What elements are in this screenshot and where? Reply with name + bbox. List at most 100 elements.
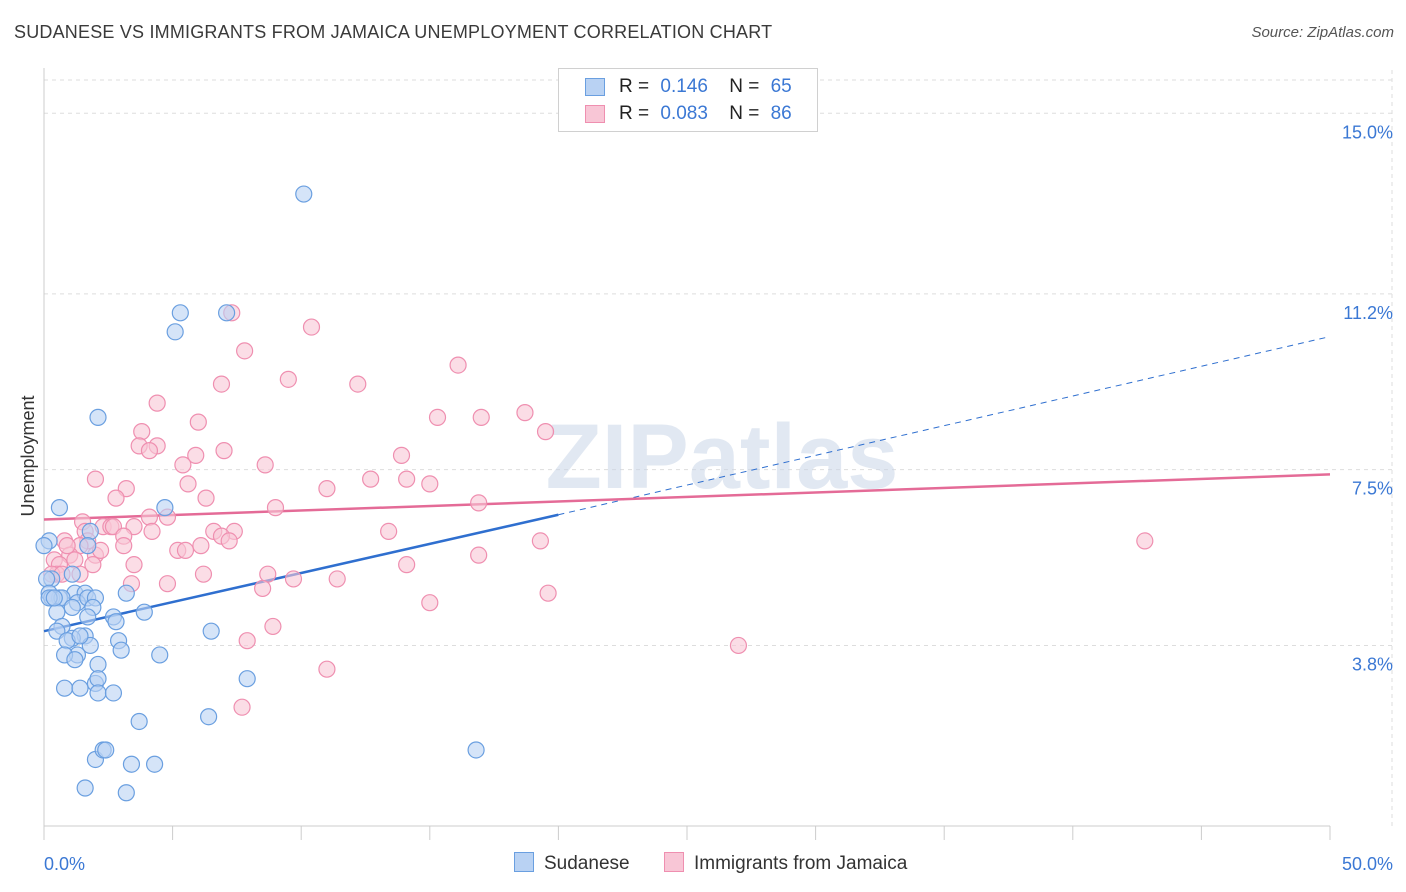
sudanese-point: [117, 584, 135, 602]
jamaica-point: [449, 356, 467, 374]
jamaica-point: [254, 579, 272, 598]
sudanese-point: [71, 627, 89, 645]
jamaica-point: [58, 537, 76, 555]
sudanese-point: [238, 670, 256, 688]
jamaica-point: [140, 442, 159, 460]
sudanese-point: [151, 646, 169, 664]
jamaica-point: [362, 470, 380, 488]
sudanese-point: [50, 499, 69, 517]
sudanese-point: [130, 712, 148, 731]
jamaica-point: [421, 594, 439, 612]
jamaica-point: [259, 565, 277, 583]
jamaica-point: [197, 489, 215, 507]
jamaica-point: [238, 632, 256, 650]
sudanese-point: [48, 603, 66, 621]
jamaica-point: [398, 556, 416, 574]
sudanese-trend-line: [43, 513, 559, 633]
sudanese-point: [166, 323, 184, 341]
jamaica-point: [212, 375, 231, 393]
legend-r-value: 0.083: [660, 103, 708, 124]
jamaica-point: [158, 575, 177, 593]
jamaica-point: [1136, 532, 1154, 550]
jamaica-point: [531, 532, 549, 550]
sudanese-point: [89, 408, 107, 426]
jamaica-point: [264, 617, 282, 636]
sudanese-point: [89, 684, 107, 702]
legend-swatch-pink: [585, 105, 605, 123]
sudanese-point: [295, 185, 313, 203]
sudanese-point: [104, 684, 123, 702]
y-tick-label: 7.5%: [1352, 479, 1393, 499]
trend-lines: [43, 336, 1331, 633]
sudanese-point: [89, 670, 107, 688]
jamaica-point: [189, 413, 207, 431]
bottom-legend-label: Sudanese: [544, 853, 630, 874]
jamaica-point: [729, 636, 748, 655]
sudanese-point: [37, 570, 56, 588]
sudanese-point: [467, 741, 485, 759]
jamaica-point: [192, 537, 210, 555]
sudanese-point: [45, 589, 63, 607]
sudanese-point: [145, 755, 164, 773]
legend-swatch-blue: [585, 78, 605, 96]
jamaica-point: [148, 394, 166, 412]
sudanese-point: [63, 565, 81, 583]
jamaica-point: [194, 565, 213, 583]
jamaica-point: [215, 442, 233, 460]
jamaica-point: [107, 489, 125, 507]
jamaica-point: [392, 446, 411, 464]
jamaica-point: [233, 698, 251, 716]
jamaica-point: [349, 375, 367, 393]
bottom-legend-sudanese: Sudanese: [514, 852, 630, 875]
sudanese-point: [79, 608, 97, 626]
jamaica-point: [398, 470, 416, 488]
sudanese-point: [218, 304, 236, 322]
bottom-legend-label: Immigrants from Jamaica: [694, 853, 908, 874]
legend-row-sudanese: R = 0.146 N = 65: [585, 76, 792, 98]
data-points: [35, 185, 1154, 802]
jamaica-point: [174, 456, 192, 474]
jamaica-point: [115, 537, 133, 555]
jamaica-point: [187, 446, 205, 464]
x-tick-label-max: 50.0%: [1342, 854, 1393, 874]
legend-n-value: 86: [770, 103, 792, 124]
jamaica-point: [318, 660, 336, 678]
bottom-legend-swatch-pink: [664, 852, 684, 872]
jamaica-point: [428, 408, 447, 426]
jamaica-point: [328, 570, 346, 588]
jamaica-point: [236, 342, 254, 360]
sudanese-point: [156, 499, 174, 517]
sudanese-point: [200, 708, 218, 726]
jamaica-point: [140, 508, 159, 526]
jamaica-point: [256, 456, 274, 474]
jamaica-point: [86, 470, 105, 488]
jamaica-point: [318, 480, 336, 498]
jamaica-point: [66, 551, 84, 569]
sudanese-point: [71, 679, 89, 697]
bottom-legend-swatch-blue: [514, 852, 534, 872]
sudanese-point: [97, 741, 115, 759]
sudanese-point: [107, 613, 125, 631]
sudanese-point: [171, 304, 189, 322]
sudanese-point: [79, 537, 97, 555]
jamaica-point: [279, 370, 297, 388]
axes: [43, 68, 1331, 840]
sudanese-point: [76, 779, 94, 797]
y-tick-label: 3.8%: [1352, 654, 1393, 674]
y-tick-label: 11.2%: [1343, 303, 1393, 323]
watermark: ZIPatlas: [546, 406, 899, 508]
sudanese-point: [55, 679, 74, 697]
jamaica-point: [536, 423, 555, 441]
bottom-legend-jamaica: Immigrants from Jamaica: [664, 852, 907, 875]
legend-n-value: 65: [770, 76, 792, 97]
jamaica-point: [125, 556, 143, 574]
sudanese-point: [81, 522, 99, 541]
jamaica-point: [220, 532, 238, 550]
sudanese-point: [63, 598, 81, 617]
jamaica-point: [179, 475, 197, 493]
y-tick-label: 15.0%: [1342, 122, 1393, 142]
jamaica-point: [266, 499, 285, 517]
sudanese-point: [122, 755, 141, 773]
legend-n-label: N =: [729, 103, 760, 124]
